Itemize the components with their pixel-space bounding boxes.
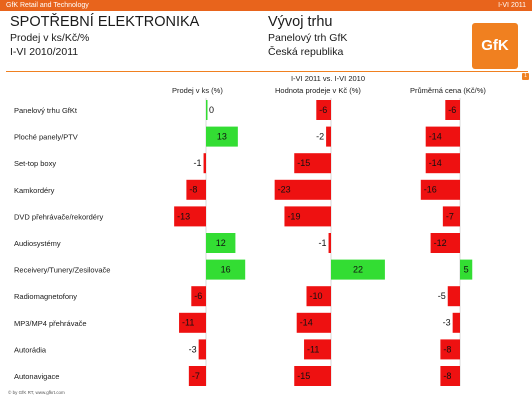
bar-2 <box>440 339 460 360</box>
top-bar: GfK Retail and Technology I-VI 2011 <box>0 0 532 11</box>
bar-1 <box>294 153 331 174</box>
page-period: I-VI 2010/2011 <box>10 46 79 58</box>
data-label: 13 <box>217 131 227 141</box>
bar-1 <box>274 179 331 200</box>
column-header-units: Prodej v ks (%) <box>172 86 223 95</box>
bar-1 <box>316 100 331 120</box>
bar-2 <box>425 126 460 147</box>
data-label: -7 <box>192 371 200 381</box>
bar-0 <box>206 126 238 147</box>
bar-1 <box>296 312 331 333</box>
category-label: Set-top boxy <box>14 159 56 168</box>
header-right: Vývoj trhu Panelový trh GfK Česká republ… <box>268 14 347 59</box>
bar-0 <box>206 259 246 280</box>
data-label: -14 <box>429 158 442 168</box>
data-label: -1 <box>194 158 202 168</box>
logo-text: GfK <box>481 37 509 54</box>
data-label: -15 <box>297 158 310 168</box>
brand-label: GfK Retail and Technology <box>6 2 89 9</box>
data-label: -16 <box>424 185 437 195</box>
bar-1 <box>294 366 331 386</box>
data-label: -8 <box>189 185 197 195</box>
page-title: SPOTŘEBNÍ ELEKTRONIKA <box>10 14 200 30</box>
data-label: -1 <box>319 238 327 248</box>
bar-0 <box>179 312 206 333</box>
bar-2 <box>425 153 460 174</box>
data-label: 22 <box>353 264 363 274</box>
data-label: -23 <box>278 185 291 195</box>
category-label: Receivery/Tunery/Zesilovače <box>14 266 110 275</box>
category-label: Panelový trhu GfKt <box>14 106 78 115</box>
data-label: -7 <box>446 211 454 221</box>
bar-1 <box>304 339 331 360</box>
data-label: -11 <box>307 344 319 354</box>
chart-period-label: I-VI 2011 vs. I-VI 2010 <box>290 74 366 83</box>
data-label: -8 <box>443 371 451 381</box>
data-label: 16 <box>221 264 231 274</box>
category-label: MP3/MP4 přehrávače <box>14 319 87 328</box>
data-label: 0 <box>209 105 214 115</box>
category-label: Autorádia <box>14 345 47 354</box>
category-label: Radiomagnetofony <box>14 292 77 301</box>
data-label: -3 <box>443 318 451 328</box>
header-divider <box>6 71 528 72</box>
category-label: DVD přehrávače/rekordéry <box>14 212 103 221</box>
category-label: Autonavigace <box>14 372 59 381</box>
bar-0 <box>174 206 206 227</box>
bar-2 <box>460 259 473 280</box>
section-subtitle: Panelový trh GfK <box>268 32 348 44</box>
section-country: Česká republika <box>268 46 344 58</box>
data-label: -2 <box>316 131 324 141</box>
bar-0 <box>203 153 206 174</box>
column-header-value: Hodnota prodeje v Kč (%) <box>275 86 361 95</box>
page-number-badge: 1 <box>522 73 529 80</box>
data-label: -12 <box>434 238 447 248</box>
bar-2 <box>447 286 460 307</box>
bar-2 <box>442 206 460 227</box>
bar-1 <box>328 233 331 253</box>
data-label: -3 <box>189 344 197 354</box>
bar-0 <box>191 286 206 307</box>
data-label: -6 <box>194 291 202 301</box>
bar-1 <box>331 259 385 280</box>
data-label: -14 <box>300 318 313 328</box>
bar-2 <box>440 366 460 386</box>
data-label: -6 <box>319 105 327 115</box>
bar-0 <box>188 366 206 386</box>
data-label: -5 <box>438 291 446 301</box>
data-label: -14 <box>429 131 442 141</box>
bar-0 <box>198 339 206 360</box>
data-label: -10 <box>310 291 323 301</box>
data-label: -15 <box>297 371 310 381</box>
bar-0 <box>186 179 206 200</box>
bar-0 <box>206 100 208 120</box>
gfk-logo: GfK <box>472 23 518 69</box>
bar-2 <box>430 233 460 253</box>
category-label: Ploché panely/PTV <box>14 133 78 142</box>
bar-1 <box>306 286 331 307</box>
data-label: -8 <box>443 344 451 354</box>
data-label: -19 <box>287 211 300 221</box>
bar-1 <box>326 126 331 147</box>
period-label: I-VI 2011 <box>498 2 526 9</box>
data-label: -13 <box>177 211 190 221</box>
bar-2 <box>452 312 460 333</box>
bar-2 <box>445 100 460 120</box>
data-label: 5 <box>464 264 469 274</box>
bar-0 <box>206 233 236 253</box>
data-label: -11 <box>182 318 194 328</box>
category-label: Kamkordéry <box>14 186 55 195</box>
header-left: SPOTŘEBNÍ ELEKTRONIKA Prodej v ks/Kč/% I… <box>10 14 199 59</box>
page-subtitle: Prodej v ks/Kč/% <box>10 32 90 44</box>
column-header-price: Průměrná cena (Kč/%) <box>410 86 486 95</box>
footer-copyright: © by GfK RT, www.gfkrt.com <box>8 390 65 395</box>
section-title: Vývoj trhu <box>268 14 333 30</box>
bar-1 <box>284 206 331 227</box>
data-label: 12 <box>216 238 226 248</box>
bar-2 <box>420 179 460 200</box>
page-number: 1 <box>524 73 527 79</box>
category-label: Audiosystémy <box>14 239 61 248</box>
data-label: -6 <box>448 105 456 115</box>
